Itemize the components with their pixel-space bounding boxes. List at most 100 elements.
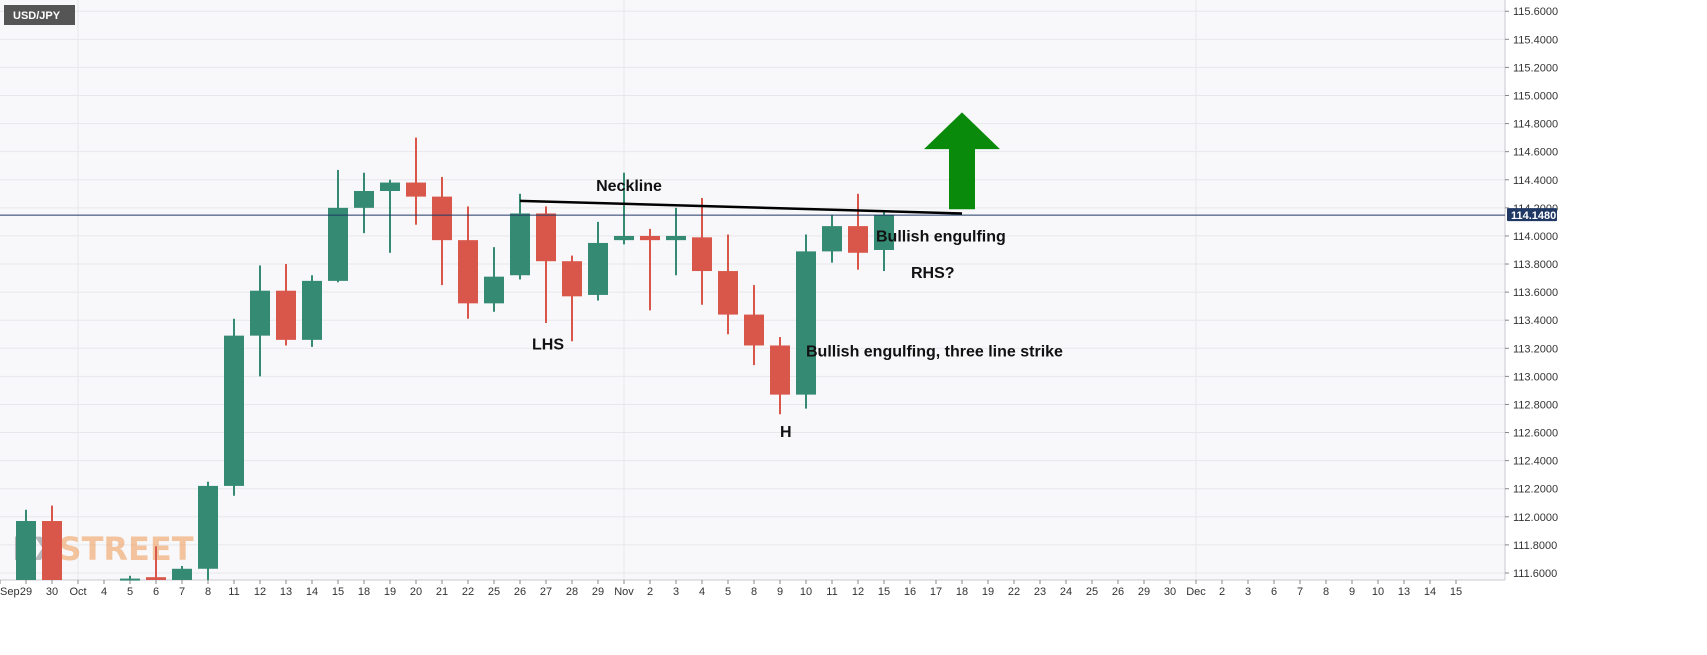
candle[interactable] bbox=[250, 265, 270, 377]
x-tick-label: 7 bbox=[179, 586, 185, 598]
candle[interactable] bbox=[302, 275, 322, 347]
candle[interactable] bbox=[796, 234, 816, 409]
x-tick-label: 19 bbox=[982, 586, 994, 598]
candle[interactable] bbox=[16, 509, 36, 580]
x-tick-label: 26 bbox=[1112, 586, 1124, 598]
x-tick-label: Sep bbox=[0, 586, 20, 598]
x-tick-label: 23 bbox=[1034, 586, 1046, 598]
x-tick-label: 18 bbox=[956, 586, 968, 598]
x-tick-label: 17 bbox=[930, 586, 942, 598]
x-tick-label: 15 bbox=[878, 586, 890, 598]
candle[interactable] bbox=[822, 214, 842, 263]
symbol-label[interactable]: USD/JPY bbox=[4, 5, 75, 25]
candle-body bbox=[224, 335, 244, 486]
annotation-label: H bbox=[780, 424, 792, 441]
x-tick-label: 14 bbox=[1424, 586, 1436, 598]
x-tick-label: 24 bbox=[1060, 586, 1072, 598]
candle[interactable] bbox=[588, 221, 608, 301]
x-tick-label: 5 bbox=[725, 586, 731, 598]
annotation-label: Bullish engulfing, three line strike bbox=[806, 344, 1063, 361]
candle[interactable] bbox=[614, 172, 634, 245]
x-tick-label: 29 bbox=[20, 586, 32, 598]
candle[interactable] bbox=[328, 169, 348, 283]
candle-body bbox=[198, 485, 218, 569]
x-tick-label: Dec bbox=[1186, 586, 1206, 598]
x-tick-label: 10 bbox=[1372, 586, 1384, 598]
candle-body bbox=[640, 235, 660, 241]
x-tick-label: 8 bbox=[1323, 586, 1329, 598]
x-tick-label: 26 bbox=[514, 586, 526, 598]
y-tick-label: 113.6000 bbox=[1513, 287, 1558, 299]
candle[interactable] bbox=[770, 337, 790, 415]
candle[interactable] bbox=[640, 228, 660, 311]
candle[interactable] bbox=[848, 193, 868, 270]
plot-background bbox=[0, 0, 1505, 580]
candle[interactable] bbox=[432, 176, 452, 286]
candle-body bbox=[42, 521, 62, 580]
y-tick-label: 115.6000 bbox=[1513, 6, 1558, 18]
candle[interactable] bbox=[692, 198, 712, 305]
candle[interactable] bbox=[874, 210, 894, 272]
candle[interactable] bbox=[198, 481, 218, 580]
annotation-label: Bullish engulfing bbox=[876, 229, 1006, 246]
candle[interactable] bbox=[172, 565, 192, 580]
x-tick-label: 4 bbox=[699, 586, 705, 598]
annotation-label: Neckline bbox=[596, 178, 662, 195]
y-tick-label: 113.2000 bbox=[1513, 343, 1558, 355]
candle[interactable] bbox=[536, 206, 556, 324]
candle[interactable] bbox=[510, 193, 530, 280]
x-tick-label: 18 bbox=[358, 586, 370, 598]
watermark-street: STREET bbox=[59, 530, 194, 568]
candle[interactable] bbox=[146, 546, 166, 580]
x-tick-label: 16 bbox=[904, 586, 916, 598]
price-tag-box bbox=[1507, 208, 1557, 222]
candle-body bbox=[718, 271, 738, 315]
x-tick-label: 9 bbox=[777, 586, 783, 598]
x-axis: Sep 29 30 Oct 4 5 6 7 8 11 12 13 14 15 18 19 20 21 22 25 26 2… bbox=[0, 579, 1505, 598]
x-tick-label: 6 bbox=[153, 586, 159, 598]
y-tick-label: 111.8000 bbox=[1513, 540, 1557, 552]
candle[interactable] bbox=[744, 285, 764, 366]
y-tick-label: 114.4000 bbox=[1513, 175, 1558, 187]
candle[interactable] bbox=[380, 179, 400, 253]
x-tick-label: 29 bbox=[1138, 586, 1150, 598]
candle[interactable] bbox=[276, 264, 296, 346]
annotations: Neckline Bullish engulfing RHS? LHS Bullish … bbox=[532, 178, 1063, 441]
x-tick-label: 15 bbox=[332, 586, 344, 598]
y-tick-label: 112.2000 bbox=[1513, 484, 1558, 496]
candle[interactable] bbox=[718, 234, 738, 335]
candle-body bbox=[146, 577, 166, 580]
y-tick-label: 112.8000 bbox=[1513, 399, 1558, 411]
candle-body bbox=[510, 213, 530, 276]
candle[interactable] bbox=[354, 172, 374, 234]
candle-body bbox=[432, 196, 452, 241]
candle-body bbox=[458, 240, 478, 304]
candle[interactable] bbox=[120, 575, 140, 581]
candle-body bbox=[848, 226, 868, 253]
candle-body bbox=[406, 182, 426, 197]
candle[interactable] bbox=[666, 207, 686, 276]
y-tick-label: 113.4000 bbox=[1513, 315, 1558, 327]
neckline-line bbox=[519, 199, 963, 215]
candle-body bbox=[120, 578, 140, 581]
candle[interactable] bbox=[224, 318, 244, 496]
candle-body bbox=[276, 290, 296, 340]
candle-body bbox=[770, 345, 790, 395]
candle[interactable] bbox=[458, 206, 478, 319]
candle[interactable] bbox=[406, 137, 426, 225]
candle[interactable] bbox=[484, 247, 504, 312]
x-tick-label: 12 bbox=[852, 586, 864, 598]
x-tick-label: Oct bbox=[69, 586, 86, 598]
x-tick-label: 25 bbox=[1086, 586, 1098, 598]
candle[interactable] bbox=[562, 255, 582, 342]
y-tick-label: 113.8000 bbox=[1513, 259, 1558, 271]
candles bbox=[16, 137, 894, 581]
candle[interactable] bbox=[42, 505, 62, 580]
annotation-label: LHS bbox=[532, 337, 564, 354]
x-tick-label: 30 bbox=[46, 586, 58, 598]
x-tick-label: 13 bbox=[280, 586, 292, 598]
annotation-label: RHS? bbox=[911, 265, 955, 282]
candle-body bbox=[302, 280, 322, 340]
x-tick-label: 3 bbox=[1245, 586, 1251, 598]
